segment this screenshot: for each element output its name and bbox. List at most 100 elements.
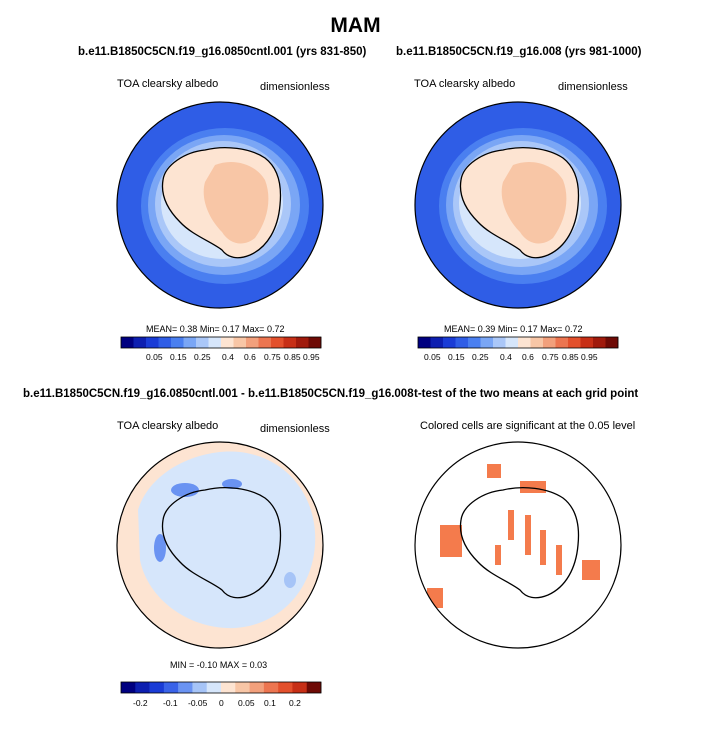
mean-label: MEAN= xyxy=(444,324,476,334)
max-label: Max= xyxy=(540,324,563,334)
cb1-tick: 0.75 xyxy=(264,352,281,362)
significant-cell xyxy=(495,545,501,565)
colorbar-swatch xyxy=(249,682,265,693)
significant-cell xyxy=(540,530,546,565)
max-value: 0.72 xyxy=(564,324,583,334)
plateau-band xyxy=(203,161,269,244)
min-value: -0.10 xyxy=(196,660,218,670)
panel-4-title: t-test of the two means at each grid poi… xyxy=(414,388,639,400)
cb2-tick: 0.15 xyxy=(448,352,465,362)
colorbar-swatch xyxy=(278,682,293,693)
colorbar-swatch xyxy=(455,337,469,348)
cb1-tick: 0.6 xyxy=(244,352,256,362)
cb1-tick: 0.25 xyxy=(194,352,211,362)
colorbar-swatch xyxy=(493,337,506,348)
colorbar-swatch xyxy=(208,337,222,348)
cb2-tick: 0.4 xyxy=(500,352,512,362)
colorbar-swatch xyxy=(468,337,481,348)
colorbar-frame xyxy=(120,336,322,349)
colorbar-swatch xyxy=(246,337,259,348)
colorbar-swatch xyxy=(149,682,165,693)
panel-1-stats: MEAN= 0.38 Min= 0.17 Max= 0.72 xyxy=(146,324,284,334)
max-label: MAX = xyxy=(219,660,248,670)
anomaly-patch xyxy=(171,483,199,497)
colorbar-swatch xyxy=(580,337,594,348)
panel-3-border xyxy=(116,441,324,649)
min-value: 0.17 xyxy=(222,324,240,334)
panel-4-border xyxy=(414,441,622,649)
colorbar-swatch xyxy=(158,337,172,348)
colorbar-swatch xyxy=(121,337,134,348)
colorbar-swatch xyxy=(283,337,297,348)
panel-1-border xyxy=(116,101,324,309)
colorbar-swatch xyxy=(146,337,159,348)
cb3-tick: -0.05 xyxy=(188,698,208,708)
colorbar-swatch xyxy=(593,337,606,348)
colorbar-swatch xyxy=(178,682,193,693)
panel-2-units-label: dimensionless xyxy=(558,81,628,93)
mean-value: 0.38 xyxy=(179,324,198,334)
min-label: MIN = xyxy=(170,660,195,670)
min-label: Min= xyxy=(497,324,518,334)
colorbar-swatch xyxy=(543,337,556,348)
cb1-tick: 0.05 xyxy=(146,352,163,362)
colorbar-swatch xyxy=(258,337,272,348)
coastline xyxy=(161,147,282,259)
colorbar-swatch xyxy=(480,337,494,348)
cb3-tick: -0.2 xyxy=(133,698,148,708)
panel-3-units-label: dimensionless xyxy=(260,423,330,435)
page-title: MAM xyxy=(330,14,381,37)
significant-cell xyxy=(582,560,600,580)
colorbar-swatch xyxy=(568,337,581,348)
max-label: Max= xyxy=(242,324,265,334)
colorbar-swatch xyxy=(296,337,309,348)
significant-cell xyxy=(487,464,501,478)
colorbar-swatch xyxy=(430,337,444,348)
colorbar-frame xyxy=(120,681,322,694)
max-value: 0.03 xyxy=(249,660,268,670)
colorbar-swatch xyxy=(418,337,431,348)
colorbar-swatch xyxy=(292,682,308,693)
colorbar-swatch xyxy=(171,337,184,348)
colorbar-swatch xyxy=(518,337,531,348)
colorbar-swatch xyxy=(605,337,619,348)
anomaly-patch xyxy=(284,572,296,588)
panel-2-border xyxy=(414,101,622,309)
cb1-tick: 0.15 xyxy=(170,352,187,362)
colorbar-swatch xyxy=(555,337,569,348)
plateau-band xyxy=(501,161,567,244)
colorbar-swatch xyxy=(505,337,519,348)
colorbar-swatch xyxy=(206,682,222,693)
cb2-tick: 0.25 xyxy=(472,352,489,362)
coastline xyxy=(161,487,282,599)
significant-cell xyxy=(508,510,514,540)
colorbar-swatch xyxy=(235,682,250,693)
cb1-tick: 0.85 xyxy=(284,352,301,362)
panel-2-title: b.e11.B1850C5CN.f19_g16.008 (yrs 981-100… xyxy=(396,46,642,58)
panel-3-difference-map xyxy=(117,442,323,648)
colorbar-swatch xyxy=(121,682,136,693)
colorbar-swatch xyxy=(183,337,197,348)
cb2-tick: 0.6 xyxy=(522,352,534,362)
cb1-tick: 0.4 xyxy=(222,352,234,362)
coastline xyxy=(459,147,580,259)
colorbar-swatch xyxy=(530,337,544,348)
colorbar-swatch xyxy=(196,337,209,348)
significant-cell xyxy=(525,515,531,555)
colorbar-swatch xyxy=(163,682,179,693)
colorbar-swatch xyxy=(133,337,147,348)
cb2-tick: 0.95 xyxy=(581,352,598,362)
cb3-tick: -0.1 xyxy=(163,698,178,708)
anomaly-patch xyxy=(154,534,166,562)
mean-value: 0.39 xyxy=(477,324,496,334)
cb2-tick: 0.05 xyxy=(424,352,441,362)
max-value: 0.72 xyxy=(266,324,285,334)
cb1-tick: 0.95 xyxy=(303,352,320,362)
significant-cell xyxy=(520,481,546,493)
colorbar-swatch xyxy=(306,682,322,693)
colorbar-swatch xyxy=(271,337,284,348)
colorbar-swatch xyxy=(192,682,208,693)
colorbar-swatch xyxy=(443,337,456,348)
panel-3-variable-label: TOA clearsky albedo xyxy=(117,420,219,432)
